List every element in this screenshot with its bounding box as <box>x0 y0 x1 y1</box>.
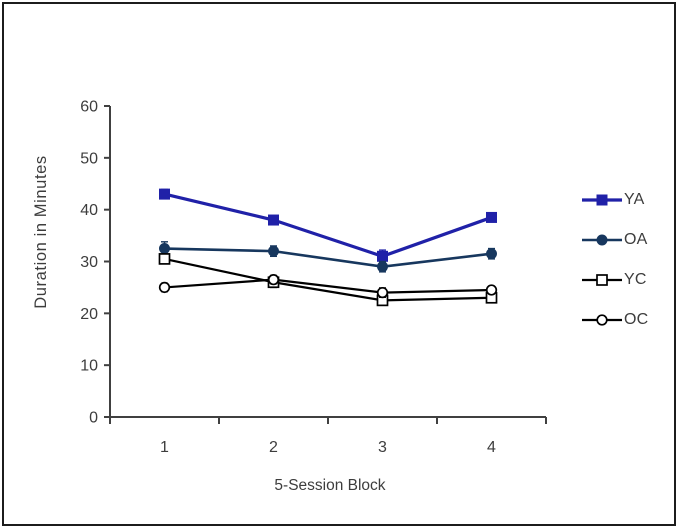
y-tick-label-30: 30 <box>80 254 98 271</box>
legend-label-YC: YC <box>624 271 647 288</box>
point-OC-4-open-circle-marker <box>485 284 498 296</box>
legend-item-OC: OC <box>582 310 648 330</box>
series-line-OC <box>164 278 492 294</box>
legend-sample-OC <box>582 314 622 326</box>
x-tick-label-1: 1 <box>160 439 169 456</box>
point-OA-1-circle-marker <box>159 243 170 255</box>
series-line-OA <box>164 247 492 268</box>
legend-sample-OA <box>582 234 622 246</box>
point-YA-4-square-marker <box>486 211 497 223</box>
legend: YA OA YC OC <box>582 190 648 350</box>
x-tick-label-4: 4 <box>487 439 496 456</box>
point-OA-3-circle-marker <box>377 261 388 273</box>
point-YA-2-square-marker <box>268 214 279 226</box>
y-tick-label-60: 60 <box>80 99 98 116</box>
series-line-YA <box>164 192 493 259</box>
point-YC-1-open-square-marker <box>158 253 171 265</box>
point-YA-3-square-marker <box>377 250 388 262</box>
point-OA-4-circle-marker <box>486 248 497 260</box>
legend-label-OA: OA <box>624 231 648 248</box>
legend-sample-YA <box>582 194 622 206</box>
legend-circle-marker <box>596 234 608 246</box>
point-OA-2-circle-marker <box>268 245 279 257</box>
legend-open-circle-marker <box>596 314 608 326</box>
point-YA-1-square-marker <box>159 188 170 200</box>
x-axis-title: 5-Session Block <box>274 477 385 494</box>
legend-square-marker <box>596 194 608 206</box>
y-axis-title: Duration in Minutes <box>32 155 50 309</box>
legend-sample-YC <box>582 274 622 286</box>
point-OC-3-open-circle-marker <box>376 286 389 299</box>
axes-layer: 0 10 20 30 40 50 60 1 2 3 4 <box>80 99 547 456</box>
legend-item-YA: YA <box>582 190 648 210</box>
y-tick-label-0: 0 <box>89 410 98 427</box>
legend-item-OA: OA <box>582 230 648 250</box>
x-tick-label-3: 3 <box>378 439 387 456</box>
legend-label-OC: OC <box>624 311 649 328</box>
y-tick-label-50: 50 <box>80 150 98 167</box>
point-OC-1-open-circle-marker <box>158 281 171 294</box>
series-line-YC <box>164 257 492 302</box>
legend-open-square-marker <box>596 274 608 286</box>
x-tick-label-2: 2 <box>269 439 278 456</box>
y-tick-label-10: 10 <box>80 358 98 375</box>
point-OC-2-open-circle-marker <box>267 273 280 286</box>
legend-item-YC: YC <box>582 270 648 290</box>
series-layer <box>158 188 498 307</box>
y-tick-label-40: 40 <box>80 202 98 219</box>
legend-label-YA: YA <box>624 191 645 208</box>
y-tick-label-20: 20 <box>80 306 98 323</box>
